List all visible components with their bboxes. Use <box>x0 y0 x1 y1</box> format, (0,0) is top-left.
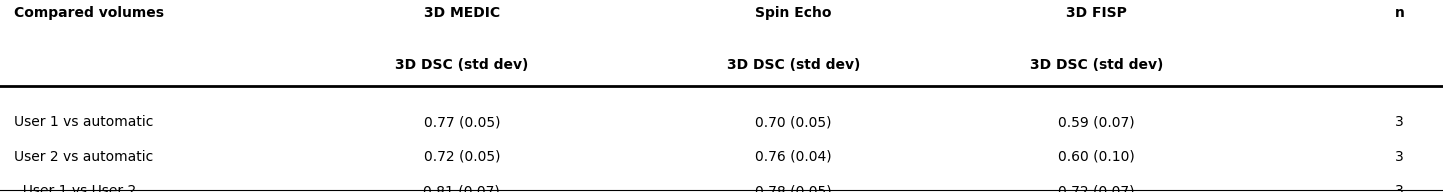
Text: 3: 3 <box>1395 150 1404 164</box>
Text: 3D FISP: 3D FISP <box>1066 6 1127 20</box>
Text: 3D DSC (std dev): 3D DSC (std dev) <box>1030 58 1163 72</box>
Text: 0.72 (0.07): 0.72 (0.07) <box>1058 184 1136 192</box>
Text: 0.72 (0.05): 0.72 (0.05) <box>423 150 501 164</box>
Text: Spin Echo: Spin Echo <box>755 6 833 20</box>
Text: User 1 vs automatic: User 1 vs automatic <box>14 115 154 129</box>
Text: 0.77 (0.05): 0.77 (0.05) <box>423 115 501 129</box>
Text: 3D MEDIC: 3D MEDIC <box>424 6 499 20</box>
Text: 3D DSC (std dev): 3D DSC (std dev) <box>727 58 860 72</box>
Text: Compared volumes: Compared volumes <box>14 6 165 20</box>
Text: 0.81 (0.07): 0.81 (0.07) <box>423 184 501 192</box>
Text: 0.78 (0.05): 0.78 (0.05) <box>755 184 833 192</box>
Text: User 1 vs User 2: User 1 vs User 2 <box>14 184 137 192</box>
Text: 0.60 (0.10): 0.60 (0.10) <box>1058 150 1136 164</box>
Text: 0.70 (0.05): 0.70 (0.05) <box>755 115 833 129</box>
Text: User 2 vs automatic: User 2 vs automatic <box>14 150 154 164</box>
Text: 3: 3 <box>1395 184 1404 192</box>
Text: 3: 3 <box>1395 115 1404 129</box>
Text: 0.76 (0.04): 0.76 (0.04) <box>755 150 833 164</box>
Text: n: n <box>1395 6 1404 20</box>
Text: 3D DSC (std dev): 3D DSC (std dev) <box>395 58 528 72</box>
Text: 0.59 (0.07): 0.59 (0.07) <box>1058 115 1136 129</box>
